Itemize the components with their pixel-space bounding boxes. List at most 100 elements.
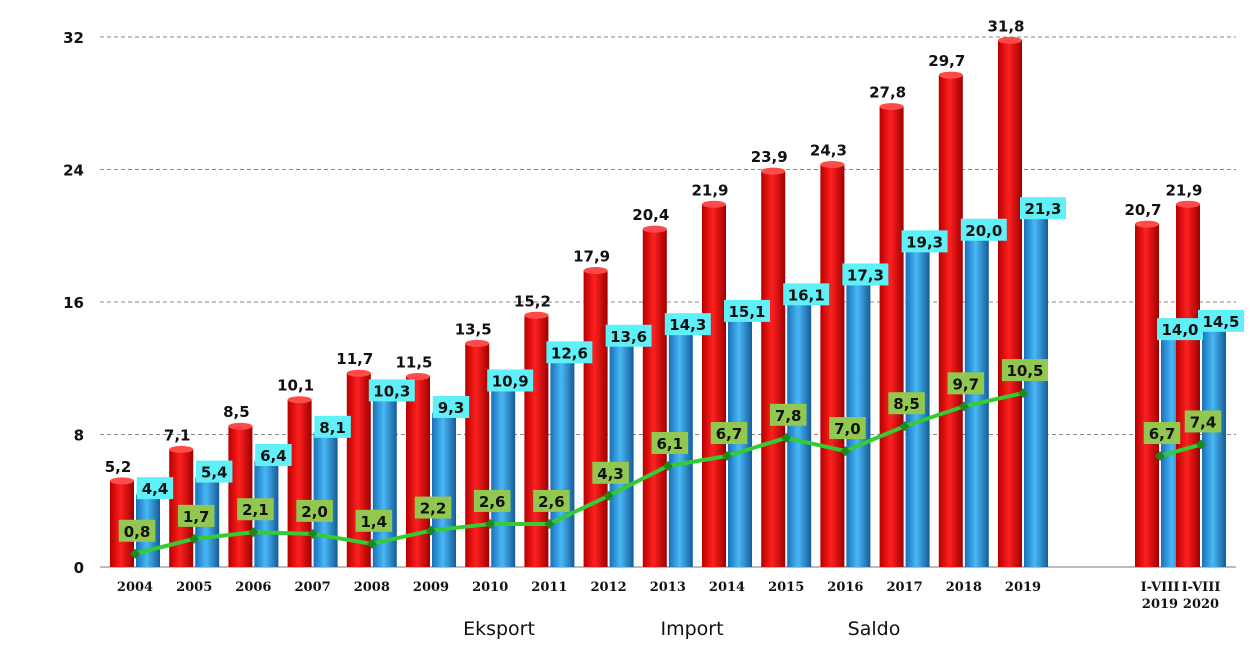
eksport-bar [702, 204, 726, 567]
import-bar [432, 412, 456, 567]
eksport-bar-cap [1135, 220, 1159, 228]
saldo-value-label-bg [177, 504, 215, 527]
eksport-bar [346, 373, 371, 567]
import-value-label: 19,3 [906, 233, 943, 251]
saldo-value-label-bg [592, 461, 629, 484]
x-tick-label: 2006 [235, 580, 271, 595]
saldo-point [544, 518, 555, 529]
import-value-label-bg [901, 230, 948, 253]
import-value-label: 6,4 [260, 447, 287, 465]
import-value-label-bg [605, 324, 652, 347]
y-axis: 0 8 16 24 32 [63, 29, 84, 577]
import-value-label-bg [314, 415, 351, 438]
saldo-point [248, 527, 259, 538]
saldo-value-label: 7,0 [834, 420, 861, 438]
saldo-value-label-bg [414, 496, 452, 519]
saldo-value-label: 0,8 [124, 523, 151, 541]
import-value-label: 4,4 [142, 480, 169, 498]
saldo-value-label-bg [296, 499, 333, 522]
import-bar [491, 386, 516, 567]
eksport-bar-cap [524, 311, 549, 319]
import-value-label-bg [255, 444, 292, 466]
saldo-value-label-bg [473, 489, 511, 512]
saldo-value-label-bg [947, 372, 985, 395]
saldo-value-label: 6,1 [657, 435, 684, 453]
saldo-value-label: 2,6 [479, 493, 506, 511]
eksport-bar-cap [346, 369, 371, 377]
eksport-bar [879, 106, 904, 567]
eksport-value-label: 23,9 [751, 148, 788, 166]
import-bar [1024, 214, 1048, 567]
eksport-bar [642, 229, 667, 567]
import-value-label: 8,1 [319, 419, 346, 437]
eksport-value-label: 21,9 [1165, 181, 1202, 199]
eksport-bar-cap [998, 36, 1022, 44]
x-tick-label: I-VIII 2020 [1182, 580, 1221, 612]
value-labels: 5,2 4,4 0,8 7,1 5,4 1,7 8,5 6,4 2,1 10,1 8,1 2,0 11,… [105, 17, 1244, 542]
eksport-bar-cap [642, 225, 667, 233]
x-tick-label: I-VIII 2019 [1141, 580, 1180, 612]
saldo-value-label: 6,7 [716, 425, 743, 443]
import-value-label: 10,9 [492, 372, 529, 390]
import-value-label: 10,3 [373, 382, 410, 400]
eksport-bar-cap [465, 339, 490, 347]
import-bar [1202, 326, 1226, 567]
saldo-value-label: 6,7 [1149, 425, 1176, 443]
import-value-label: 14,5 [1202, 313, 1239, 331]
import-value-label-bg [1157, 318, 1203, 341]
import-value-label-bg [783, 283, 830, 306]
legend-item-eksport: Eksport [463, 618, 535, 640]
legend-item-import: Import [660, 618, 723, 640]
saldo-value-label-bg [888, 392, 925, 415]
saldo-point [1196, 439, 1206, 450]
x-tick-label: 2005 [176, 580, 212, 595]
x-tick-label: 2014 [709, 580, 745, 595]
eksport-bar-cap [406, 373, 430, 381]
import-value-label-bg [842, 263, 889, 286]
x-tick-label: 2011 [531, 580, 567, 595]
import-value-label: 17,3 [847, 266, 884, 284]
eksport-value-label: 17,9 [573, 248, 610, 266]
y-tick-label: 8 [74, 427, 84, 445]
import-value-label-bg [546, 341, 593, 364]
saldo-point [426, 525, 436, 536]
import-value-label: 14,3 [669, 316, 706, 334]
saldo-point [958, 401, 969, 412]
y-tick-label: 32 [63, 29, 84, 47]
saldo-point [722, 451, 732, 462]
import-value-label: 5,4 [201, 464, 228, 482]
import-bar [609, 341, 634, 567]
import-value-label: 21,3 [1024, 200, 1061, 218]
saldo-line-segment [134, 391, 1024, 556]
saldo-value-label: 9,7 [953, 375, 980, 393]
x-tick-label: 2008 [354, 580, 390, 595]
eksport-bar-cap [1176, 200, 1200, 208]
saldo-line-segment [1159, 442, 1202, 458]
x-tick-label: 2016 [827, 580, 863, 595]
y-tick-label: 0 [74, 559, 84, 577]
saldo-value-label: 7,8 [775, 407, 802, 425]
saldo-value-label-bg [1184, 410, 1222, 433]
eksport-bar-cap [702, 200, 726, 208]
import-value-label-bg [1198, 309, 1244, 332]
import-value-label-bg [960, 218, 1007, 241]
eksport-bar [465, 343, 490, 567]
saldo-point [485, 518, 496, 529]
eksport-bar [406, 376, 430, 567]
import-value-label-bg [368, 379, 415, 402]
saldo-point [662, 460, 673, 471]
eksport-bar [1176, 204, 1200, 567]
eksport-value-label: 13,5 [455, 320, 492, 338]
saldo-point [366, 538, 377, 549]
saldo-value-label-bg [1002, 359, 1048, 382]
x-tick-label: 2009 [413, 580, 449, 595]
import-value-label: 9,3 [438, 399, 465, 417]
saldo-point [1155, 451, 1165, 462]
eksport-bar-cap [110, 477, 134, 485]
eksport-value-label: 31,8 [987, 17, 1024, 35]
saldo-value-label: 10,5 [1006, 362, 1043, 380]
saldo-point [307, 528, 318, 539]
eksport-bar-cap [287, 396, 312, 404]
import-value-label-bg [664, 313, 711, 336]
saldo-value-label-bg [118, 519, 156, 542]
